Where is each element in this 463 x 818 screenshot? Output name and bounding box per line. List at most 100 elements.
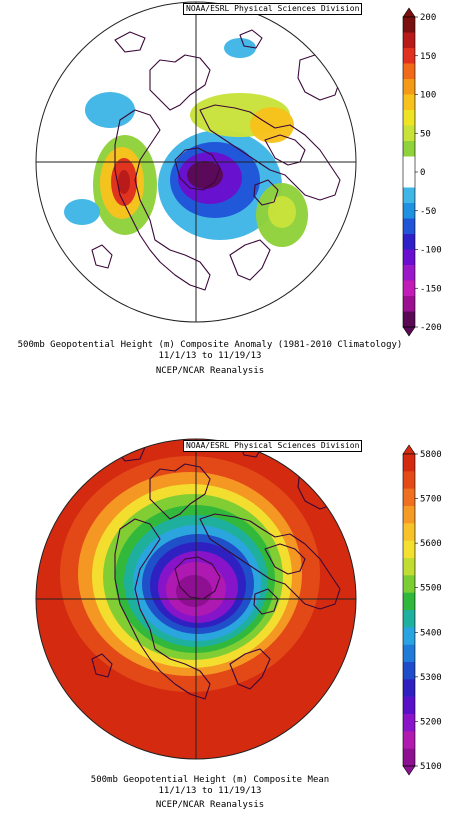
colorbar-swatch (403, 156, 415, 173)
contour-region (224, 38, 256, 58)
colorbar-swatch (403, 265, 415, 281)
coastline-path (114, 31, 146, 53)
coastlines (91, 29, 341, 291)
contour-region (250, 107, 294, 143)
coastline-path (199, 513, 341, 610)
colorbar-swatch (403, 203, 415, 219)
colorbar-swatch (403, 63, 415, 80)
colorbar-arrow-top (402, 444, 416, 455)
coastline-path (264, 543, 306, 575)
colorbar-tick-label: 5200 (420, 717, 442, 727)
contour-region (85, 92, 135, 128)
colorbar-swatch (403, 94, 415, 111)
anomaly-caption-dates: 11/1/13 to 11/19/13 (158, 351, 262, 361)
anomaly-caption-source: NCEP/NCAR Reanalysis (155, 366, 265, 376)
coastline-path (253, 588, 279, 615)
map-boundary (35, 1, 357, 323)
colorbar-swatch (403, 32, 415, 49)
colorbar-tick-label: -100 (420, 246, 442, 256)
colorbar-swatch (403, 506, 415, 524)
colorbar-arrow-bottom (402, 765, 416, 776)
colorbar-swatch (403, 17, 415, 33)
mean-caption-source: NCEP/NCAR Reanalysis (155, 800, 265, 810)
mean-panel: 5800 5700 5600 5500 5400 5300 5200 5100 NOAA/ES… (0, 409, 463, 818)
colorbar-frame (402, 453, 416, 767)
colorbar-tick-label: 0 (420, 168, 425, 178)
colorbar-tick-label: 5500 (420, 584, 442, 594)
colorbar-swatch (403, 558, 415, 576)
colorbar-tick-label: 5700 (420, 495, 442, 505)
colorbar-tick-label: -50 (420, 207, 436, 217)
mean-map: 5800 5700 5600 5500 5400 5300 5200 5100 (35, 438, 442, 776)
colorbar-swatch (403, 627, 415, 645)
anomaly-caption-title: 500mb Geopotential Height (m) Composite … (17, 340, 403, 350)
colorbar-swatch (403, 540, 415, 559)
colorbar-tick-label: -150 (420, 284, 442, 294)
coastline-path (229, 648, 271, 690)
colorbar-swatch (403, 141, 415, 157)
colorbar-swatch (403, 696, 415, 715)
coastline-path (174, 556, 221, 600)
coastline-path (91, 653, 113, 678)
colorbar-swatch (403, 48, 415, 64)
colorbar-swatch (403, 454, 415, 472)
coastline-path (91, 244, 113, 269)
coastline-path (229, 239, 271, 281)
mean-caption-title: 500mb Geopotential Height (m) Composite … (90, 775, 330, 785)
colorbar-tick-label: 150 (420, 52, 436, 62)
contour-region (176, 575, 212, 607)
anomaly-panel: 200 150 100 50 0 -50 -100 -150 -200 NOAA/ESRL Ph… (17, 1, 442, 376)
colorbar-swatch (403, 187, 415, 204)
mean-caption-dates: 11/1/13 to 11/19/13 (158, 786, 262, 796)
colorbar-tick-label: 5100 (420, 762, 442, 772)
colorbar-swatch (403, 610, 415, 628)
coastline-path (253, 179, 279, 206)
colorbar-arrow-top (402, 7, 416, 18)
colorbar: 5800 5700 5600 5500 5400 5300 5200 5100 (402, 444, 442, 776)
contour-region (118, 170, 130, 194)
colorbar-swatch (403, 714, 415, 732)
colorbar-swatch (403, 125, 415, 142)
colorbar-tick-label: 5600 (420, 539, 442, 549)
colorbar-swatch (403, 172, 415, 188)
colorbar-swatch (403, 311, 415, 328)
coastline-path (114, 109, 211, 291)
colorbar-swatch (403, 679, 415, 697)
colorbar: 200 150 100 50 0 -50 -100 -150 -200 (402, 7, 442, 337)
coastline-path (149, 54, 211, 111)
colorbar-tick-label: 5800 (420, 450, 442, 460)
colorbar-swatch (403, 523, 415, 541)
colorbar-swatch (403, 296, 415, 312)
credit-label-bottom: NOAA/ESRL Physical Sciences Division (183, 440, 363, 452)
credit-label: NOAA/ESRL Physical Sciences Division (183, 3, 363, 15)
coastline-path (149, 463, 211, 520)
coastline-path (199, 104, 341, 201)
colorbar-swatch (403, 280, 415, 297)
contour-region (64, 199, 100, 225)
colorbar-swatch (403, 471, 415, 489)
colorbar-swatch (403, 748, 415, 767)
map-boundary (35, 438, 357, 760)
colorbar-swatch (403, 249, 415, 266)
colorbar-tick-label: 50 (420, 129, 431, 139)
colorbar-tick-label: -200 (420, 323, 442, 333)
colorbar-swatch (403, 234, 415, 250)
colorbar-tick-label: 200 (420, 13, 436, 23)
colorbar-swatch (403, 488, 415, 507)
colorbar-swatch (403, 662, 415, 680)
colorbar-swatch (403, 79, 415, 95)
colorbar-tick-label: 100 (420, 91, 436, 101)
colorbar-tick-label: 5400 (420, 628, 442, 638)
colorbar-swatch (403, 110, 415, 126)
colorbar-swatch (403, 592, 415, 611)
colorbar-tick-label: 5300 (420, 673, 442, 683)
colorbar-swatch (403, 575, 415, 593)
colorbar-swatch (403, 218, 415, 235)
coastline-path (239, 29, 263, 49)
anomaly-map: 200 150 100 50 0 -50 -100 -150 -200 (35, 1, 442, 337)
coastline-path (174, 147, 221, 191)
coastline-path (264, 134, 306, 166)
colorbar-arrow-bottom (402, 326, 416, 337)
colorbar-swatch (403, 731, 415, 749)
coastline-path (114, 518, 211, 700)
